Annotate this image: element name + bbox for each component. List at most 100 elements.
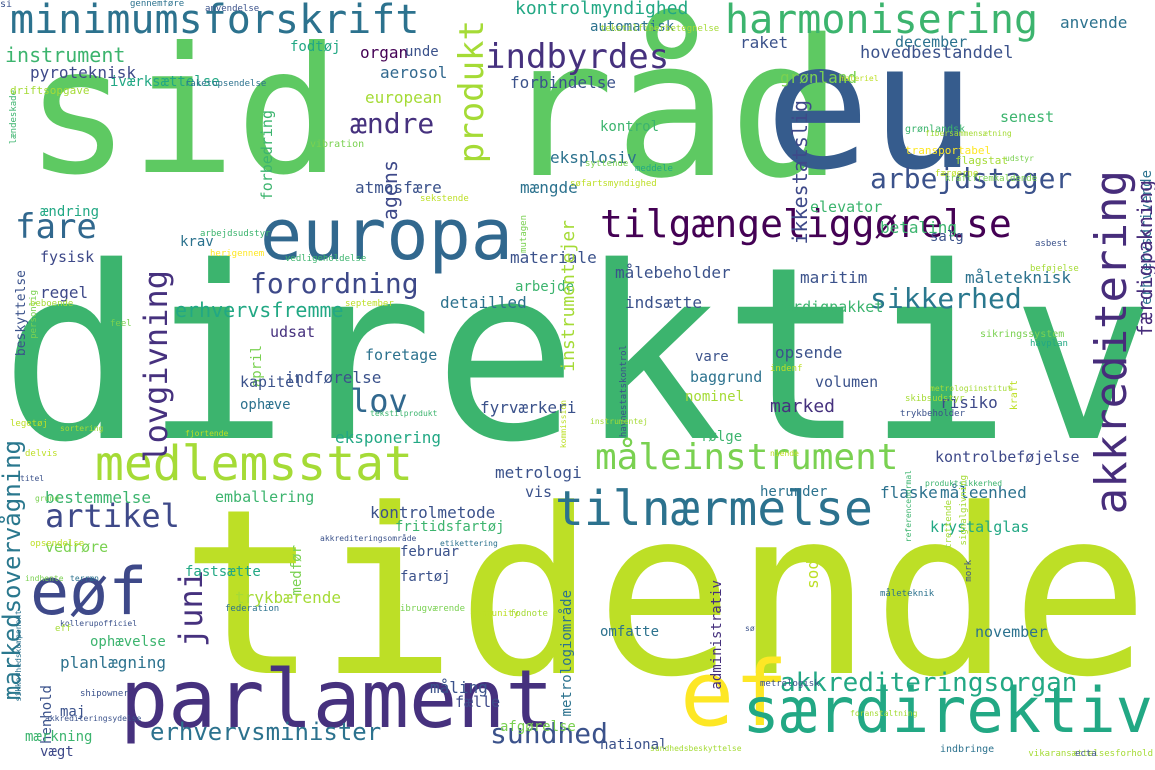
word-115: maj (60, 704, 86, 720)
word-48: atmosfære (355, 178, 442, 197)
word-95: herunder (760, 484, 828, 500)
word-37: iværksættelse (110, 74, 220, 90)
word-36: pyroteknisk (30, 63, 136, 82)
word-161: tekstilprodukt (370, 409, 438, 418)
word-141: kraftfremkaldende (945, 174, 1038, 184)
word-71: måleteknisk (965, 268, 1071, 287)
word-98: bestemmelse (45, 488, 151, 507)
word-179: federation (225, 604, 280, 614)
word-181: kollerupofficiel (60, 619, 138, 628)
word-1: direktiv (0, 215, 1155, 495)
word-39: organ (360, 43, 409, 62)
word-77: indførelse (285, 368, 382, 387)
word-165: sortering (60, 424, 104, 433)
word-193: vikaransættelsesforhold (1028, 749, 1153, 759)
word-12: særdirektiv (742, 674, 1153, 747)
word-4: råd (500, 0, 844, 220)
word-9: ef (680, 642, 789, 747)
word-164: legetøj (10, 419, 48, 429)
word-169: grund (35, 494, 60, 503)
word-10: medlemsstat (95, 436, 413, 492)
word-189: sundhedsbeskyttelse (650, 744, 742, 753)
word-29: artikel (45, 497, 180, 535)
word-79: ophæve (240, 397, 291, 413)
word-34: kontrolmyndighed (515, 0, 689, 19)
word-121: national (600, 737, 668, 753)
word-162: kommission (559, 400, 568, 449)
word-101: fritidsfartøj (395, 519, 505, 535)
word-120: vægt (40, 744, 74, 760)
word-51: betaling (880, 218, 958, 237)
word-125: anvendelse (205, 4, 260, 14)
word-25: indbyrdes (485, 37, 670, 77)
word-170: opsendelse (30, 539, 85, 549)
word-81: fyrværkeri (480, 398, 577, 417)
word-27: fare (15, 207, 97, 247)
word-146: asbest (1035, 239, 1068, 249)
word-91: kontrolbeføjelse (935, 448, 1080, 466)
word-80: eksponering (335, 428, 441, 447)
word-57: unde (405, 44, 439, 60)
word-76: foretage (365, 346, 438, 364)
word-22: lovgivning (137, 270, 175, 463)
word-60: færdigpakning (1133, 180, 1155, 337)
word-148: beføjelse (1030, 264, 1079, 274)
word-191: foranstaltning (850, 709, 918, 718)
word-54: grønland (780, 68, 858, 87)
word-86: opsende (775, 343, 843, 362)
word-159: skibsudstyr (905, 394, 965, 404)
word-102: vedrøre (45, 538, 109, 556)
word-198: sø (745, 624, 755, 633)
word-151: feel (110, 319, 132, 329)
word-145: herigennem (210, 249, 265, 259)
word-38: fodtøj (290, 39, 341, 55)
word-87: volumen (815, 373, 879, 391)
word-21: arbejdstager (870, 162, 1073, 195)
word-139: sekstende (420, 194, 469, 204)
word-133: udstyr (1005, 154, 1034, 163)
word-168: titel (20, 474, 45, 483)
word-187: akkrediteringsydelse (45, 714, 142, 723)
word-13: minimumsforskrift (10, 0, 420, 43)
word-136: meddele (635, 164, 673, 174)
word-100: kontrolmetode (370, 503, 496, 522)
word-134: færøerne (935, 169, 979, 179)
word-152: september (345, 299, 394, 309)
word-40: raket (740, 33, 789, 52)
word-23: forordning (250, 267, 419, 300)
word-63: fysisk (40, 248, 95, 266)
word-17: akkreditering (1086, 170, 1137, 515)
word-122: beskyttelse (14, 270, 29, 357)
word-8: eøf (30, 555, 148, 630)
word-178: terræn (70, 574, 99, 583)
word-108: omfatte (600, 624, 660, 640)
word-137: vibration (310, 139, 365, 150)
word-111: november (975, 623, 1048, 641)
word-74: udsat (270, 323, 316, 341)
word-32: ændre (350, 107, 435, 140)
word-61: ændring (40, 204, 100, 220)
word-2: tidende (180, 461, 1150, 728)
word-124: gennemføre (130, 0, 185, 9)
word-123: forbedring (258, 110, 276, 201)
word-174: signalgivning (959, 475, 969, 546)
word-82: instrumentejer (558, 220, 579, 372)
word-172: niende (770, 449, 799, 458)
word-107: trykbærende (235, 588, 341, 607)
word-153: indenf (770, 364, 803, 374)
word-163: instrumentej (590, 417, 648, 426)
word-112: ophævelse (90, 634, 166, 650)
word-6: europa (260, 194, 513, 276)
word-127: materiel (840, 74, 879, 83)
word-190: metrologisk (760, 679, 820, 689)
word-50: elevator (810, 198, 883, 216)
word-35: hovedbestanddel (860, 43, 1014, 63)
word-144: arbejdsudstyr (200, 229, 271, 239)
word-175: akkrediteringsområde (320, 534, 417, 543)
word-41: aerosol (380, 63, 448, 82)
word-150: beboende (30, 299, 74, 309)
word-149: personlig (29, 290, 39, 339)
word-88: marked (770, 396, 836, 417)
word-176: etikettering (440, 539, 498, 548)
word-5: eu (765, 6, 976, 209)
